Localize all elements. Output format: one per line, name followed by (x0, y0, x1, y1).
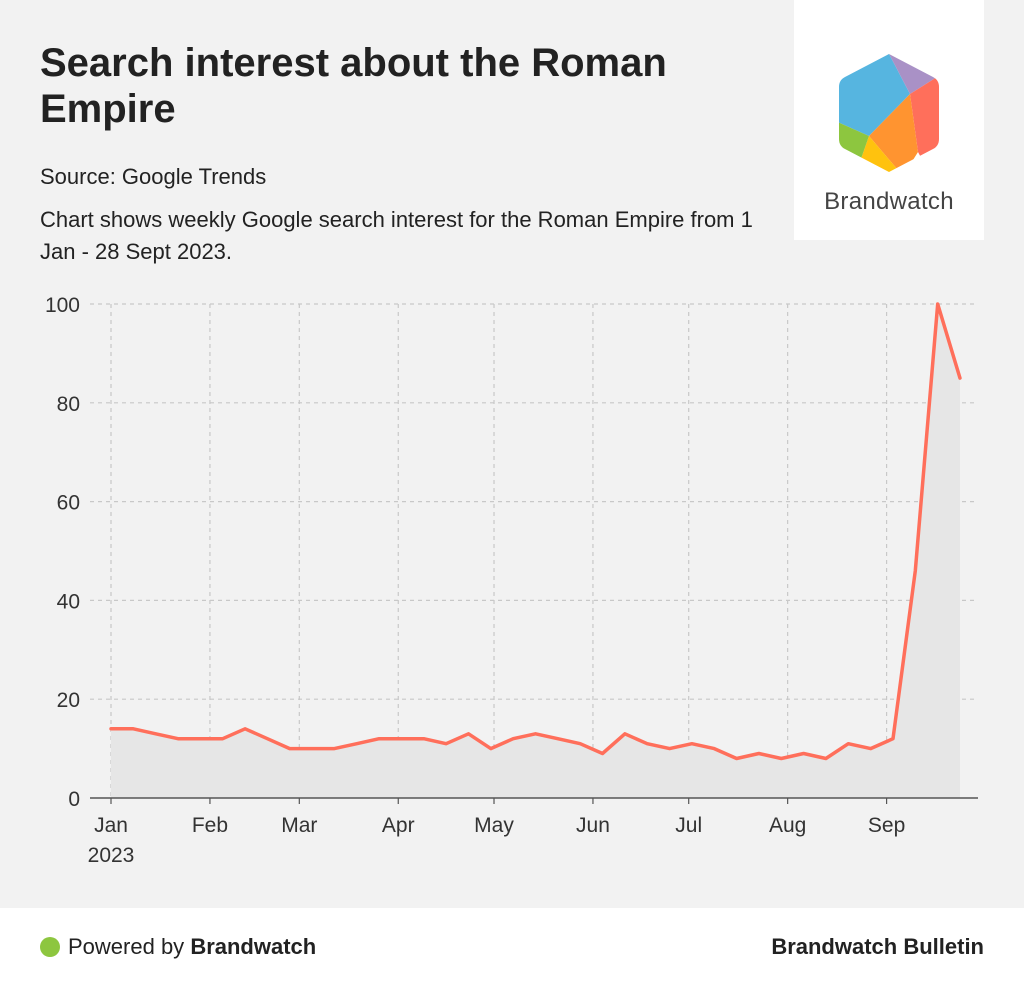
data-point (936, 302, 940, 306)
data-point (288, 747, 292, 751)
data-point (779, 757, 783, 761)
data-point (422, 737, 426, 741)
y-tick-label: 40 (57, 590, 80, 613)
logo-segment-orange (869, 94, 918, 172)
data-point (891, 737, 895, 741)
x-tick-sublabel: 2023 (88, 844, 135, 867)
data-point (444, 742, 448, 746)
data-point (958, 376, 962, 380)
x-tick-label: Feb (192, 814, 228, 837)
powered-by-prefix: Powered by (68, 934, 185, 959)
powered-by: Powered by Brandwatch (40, 934, 316, 960)
green-dot-icon (40, 937, 60, 957)
y-tick-label: 20 (57, 689, 80, 712)
data-point (332, 747, 336, 751)
powered-by-brand: Brandwatch (190, 934, 317, 959)
data-point (645, 742, 649, 746)
data-point (243, 727, 247, 731)
data-point (690, 742, 694, 746)
x-tick-label: Mar (281, 814, 317, 837)
data-point (198, 737, 202, 741)
y-tick-label: 60 (57, 492, 80, 515)
data-point (913, 569, 917, 573)
data-point (355, 742, 359, 746)
data-point (534, 732, 538, 736)
data-point (824, 757, 828, 761)
brandwatch-wordmark: Brandwatch (824, 188, 954, 215)
brandwatch-bulletin: Brandwatch Bulletin (771, 934, 984, 959)
x-tick-label: Jan (94, 814, 128, 837)
x-tick-label: Apr (382, 814, 415, 837)
chart-description: Chart shows weekly Google search interes… (40, 207, 753, 264)
data-point (735, 757, 739, 761)
chart-title: Search interest about the Roman Empire (40, 41, 667, 131)
x-tick-label: Jul (675, 814, 702, 837)
data-point (623, 732, 627, 736)
data-point (489, 747, 493, 751)
x-tick-label: Jun (576, 814, 610, 837)
data-point (310, 747, 314, 751)
series-line (109, 302, 962, 761)
data-point (668, 747, 672, 751)
footer-bar: Powered by Brandwatch Brandwatch Bulleti… (0, 908, 1024, 984)
data-point (154, 732, 158, 736)
data-point (601, 752, 605, 756)
data-point (377, 737, 381, 741)
data-point (176, 737, 180, 741)
data-point (467, 732, 471, 736)
y-tick-label: 80 (57, 393, 80, 416)
data-point (131, 727, 135, 731)
source-note: Source: Google Trends (40, 164, 267, 189)
data-point (757, 752, 761, 756)
y-tick-label: 100 (45, 294, 80, 317)
data-point (556, 737, 560, 741)
line-chart: 0 20 40 60 80 100 Jan 2023 Feb Mar Apr May Jun Jul Aug… (45, 294, 978, 867)
data-point (399, 737, 403, 741)
brandwatch-logo-icon (839, 54, 939, 172)
data-point (846, 742, 850, 746)
y-tick-label: 0 (68, 788, 80, 811)
data-point (712, 747, 716, 751)
data-point (802, 752, 806, 756)
data-point (265, 737, 269, 741)
x-tick-label: Sep (868, 814, 905, 837)
x-tick-label: Aug (769, 814, 806, 837)
data-point (869, 747, 873, 751)
data-point (511, 737, 515, 741)
x-tick-label: May (474, 814, 514, 837)
series-area (111, 304, 960, 798)
data-point (578, 742, 582, 746)
data-point (221, 737, 225, 741)
data-point (109, 727, 113, 731)
brand-logo-panel: Brandwatch (794, 0, 984, 240)
